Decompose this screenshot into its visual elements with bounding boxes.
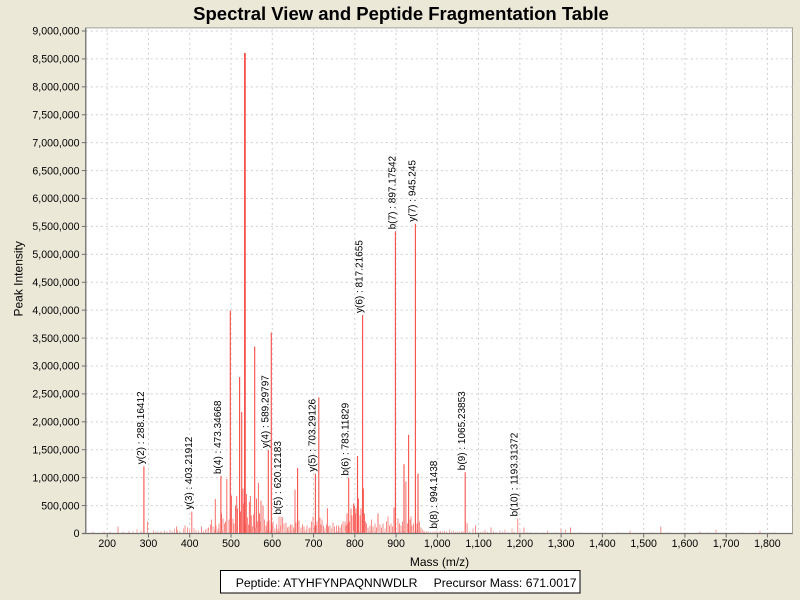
svg-text:b(7) : 897.17542: b(7) : 897.17542 bbox=[387, 155, 398, 229]
svg-text:y(3) : 403.21912: y(3) : 403.21912 bbox=[184, 436, 195, 509]
svg-text:1,700: 1,700 bbox=[713, 538, 740, 550]
svg-text:b(10) : 1193.31372: b(10) : 1193.31372 bbox=[510, 432, 521, 516]
svg-text:b(9) : 1065.23853: b(9) : 1065.23853 bbox=[457, 391, 468, 470]
svg-text:1,000,000: 1,000,000 bbox=[32, 472, 79, 484]
svg-text:Precursor Mass: 671.0017: Precursor Mass: 671.0017 bbox=[434, 576, 577, 590]
svg-text:500,000: 500,000 bbox=[41, 500, 79, 512]
svg-text:5,000,000: 5,000,000 bbox=[32, 249, 79, 261]
svg-text:b(6) : 783.11829: b(6) : 783.11829 bbox=[341, 402, 352, 475]
svg-text:1,200: 1,200 bbox=[507, 538, 534, 550]
svg-text:7,500,000: 7,500,000 bbox=[32, 109, 79, 121]
svg-text:400: 400 bbox=[181, 538, 199, 550]
svg-text:9,000,000: 9,000,000 bbox=[32, 26, 79, 38]
svg-text:Spectral View and Peptide Frag: Spectral View and Peptide Fragmentation … bbox=[193, 3, 609, 24]
svg-text:Peptide: ATYHFYNPAQNNWDLR: Peptide: ATYHFYNPAQNNWDLR bbox=[236, 576, 418, 590]
svg-text:6,500,000: 6,500,000 bbox=[32, 165, 79, 177]
svg-text:1,400: 1,400 bbox=[589, 538, 616, 550]
svg-text:5,500,000: 5,500,000 bbox=[32, 221, 79, 233]
svg-text:1,600: 1,600 bbox=[672, 538, 699, 550]
svg-text:1,500,000: 1,500,000 bbox=[32, 444, 79, 456]
svg-text:500: 500 bbox=[222, 538, 240, 550]
svg-text:1,500: 1,500 bbox=[630, 538, 657, 550]
svg-text:y(6) : 817.21655: y(6) : 817.21655 bbox=[355, 240, 366, 313]
svg-text:200: 200 bbox=[98, 538, 116, 550]
svg-text:0: 0 bbox=[74, 528, 80, 540]
svg-text:900: 900 bbox=[387, 538, 405, 550]
svg-text:Mass (m/z): Mass (m/z) bbox=[410, 555, 469, 569]
svg-text:y(7) : 945.245: y(7) : 945.245 bbox=[407, 160, 418, 222]
svg-text:4,000,000: 4,000,000 bbox=[32, 305, 79, 317]
svg-text:Peak Intensity: Peak Intensity bbox=[11, 241, 25, 316]
svg-text:b(8) : 994.1438: b(8) : 994.1438 bbox=[429, 460, 440, 528]
svg-text:1,000: 1,000 bbox=[424, 538, 451, 550]
svg-text:3,000,000: 3,000,000 bbox=[32, 361, 79, 373]
svg-text:8,500,000: 8,500,000 bbox=[32, 54, 79, 66]
svg-text:8,000,000: 8,000,000 bbox=[32, 82, 79, 94]
svg-text:600: 600 bbox=[263, 538, 281, 550]
svg-text:4,500,000: 4,500,000 bbox=[32, 277, 79, 289]
svg-text:1,100: 1,100 bbox=[465, 538, 492, 550]
svg-text:y(2) : 288.16412: y(2) : 288.16412 bbox=[136, 391, 147, 464]
svg-text:1,300: 1,300 bbox=[548, 538, 575, 550]
svg-text:2,500,000: 2,500,000 bbox=[32, 389, 79, 401]
svg-text:2,000,000: 2,000,000 bbox=[32, 417, 79, 429]
svg-text:b(4) : 473.34668: b(4) : 473.34668 bbox=[213, 400, 224, 474]
svg-text:1,800: 1,800 bbox=[754, 538, 781, 550]
svg-text:y(5) : 703.29126: y(5) : 703.29126 bbox=[307, 398, 318, 471]
svg-text:b(5) : 620.12183: b(5) : 620.12183 bbox=[273, 441, 284, 515]
svg-text:700: 700 bbox=[305, 538, 323, 550]
svg-text:y(4) : 589.29797: y(4) : 589.29797 bbox=[260, 375, 271, 448]
svg-text:3,500,000: 3,500,000 bbox=[32, 333, 79, 345]
svg-text:6,000,000: 6,000,000 bbox=[32, 193, 79, 205]
svg-text:800: 800 bbox=[346, 538, 364, 550]
svg-text:300: 300 bbox=[140, 538, 158, 550]
svg-text:7,000,000: 7,000,000 bbox=[32, 137, 79, 149]
